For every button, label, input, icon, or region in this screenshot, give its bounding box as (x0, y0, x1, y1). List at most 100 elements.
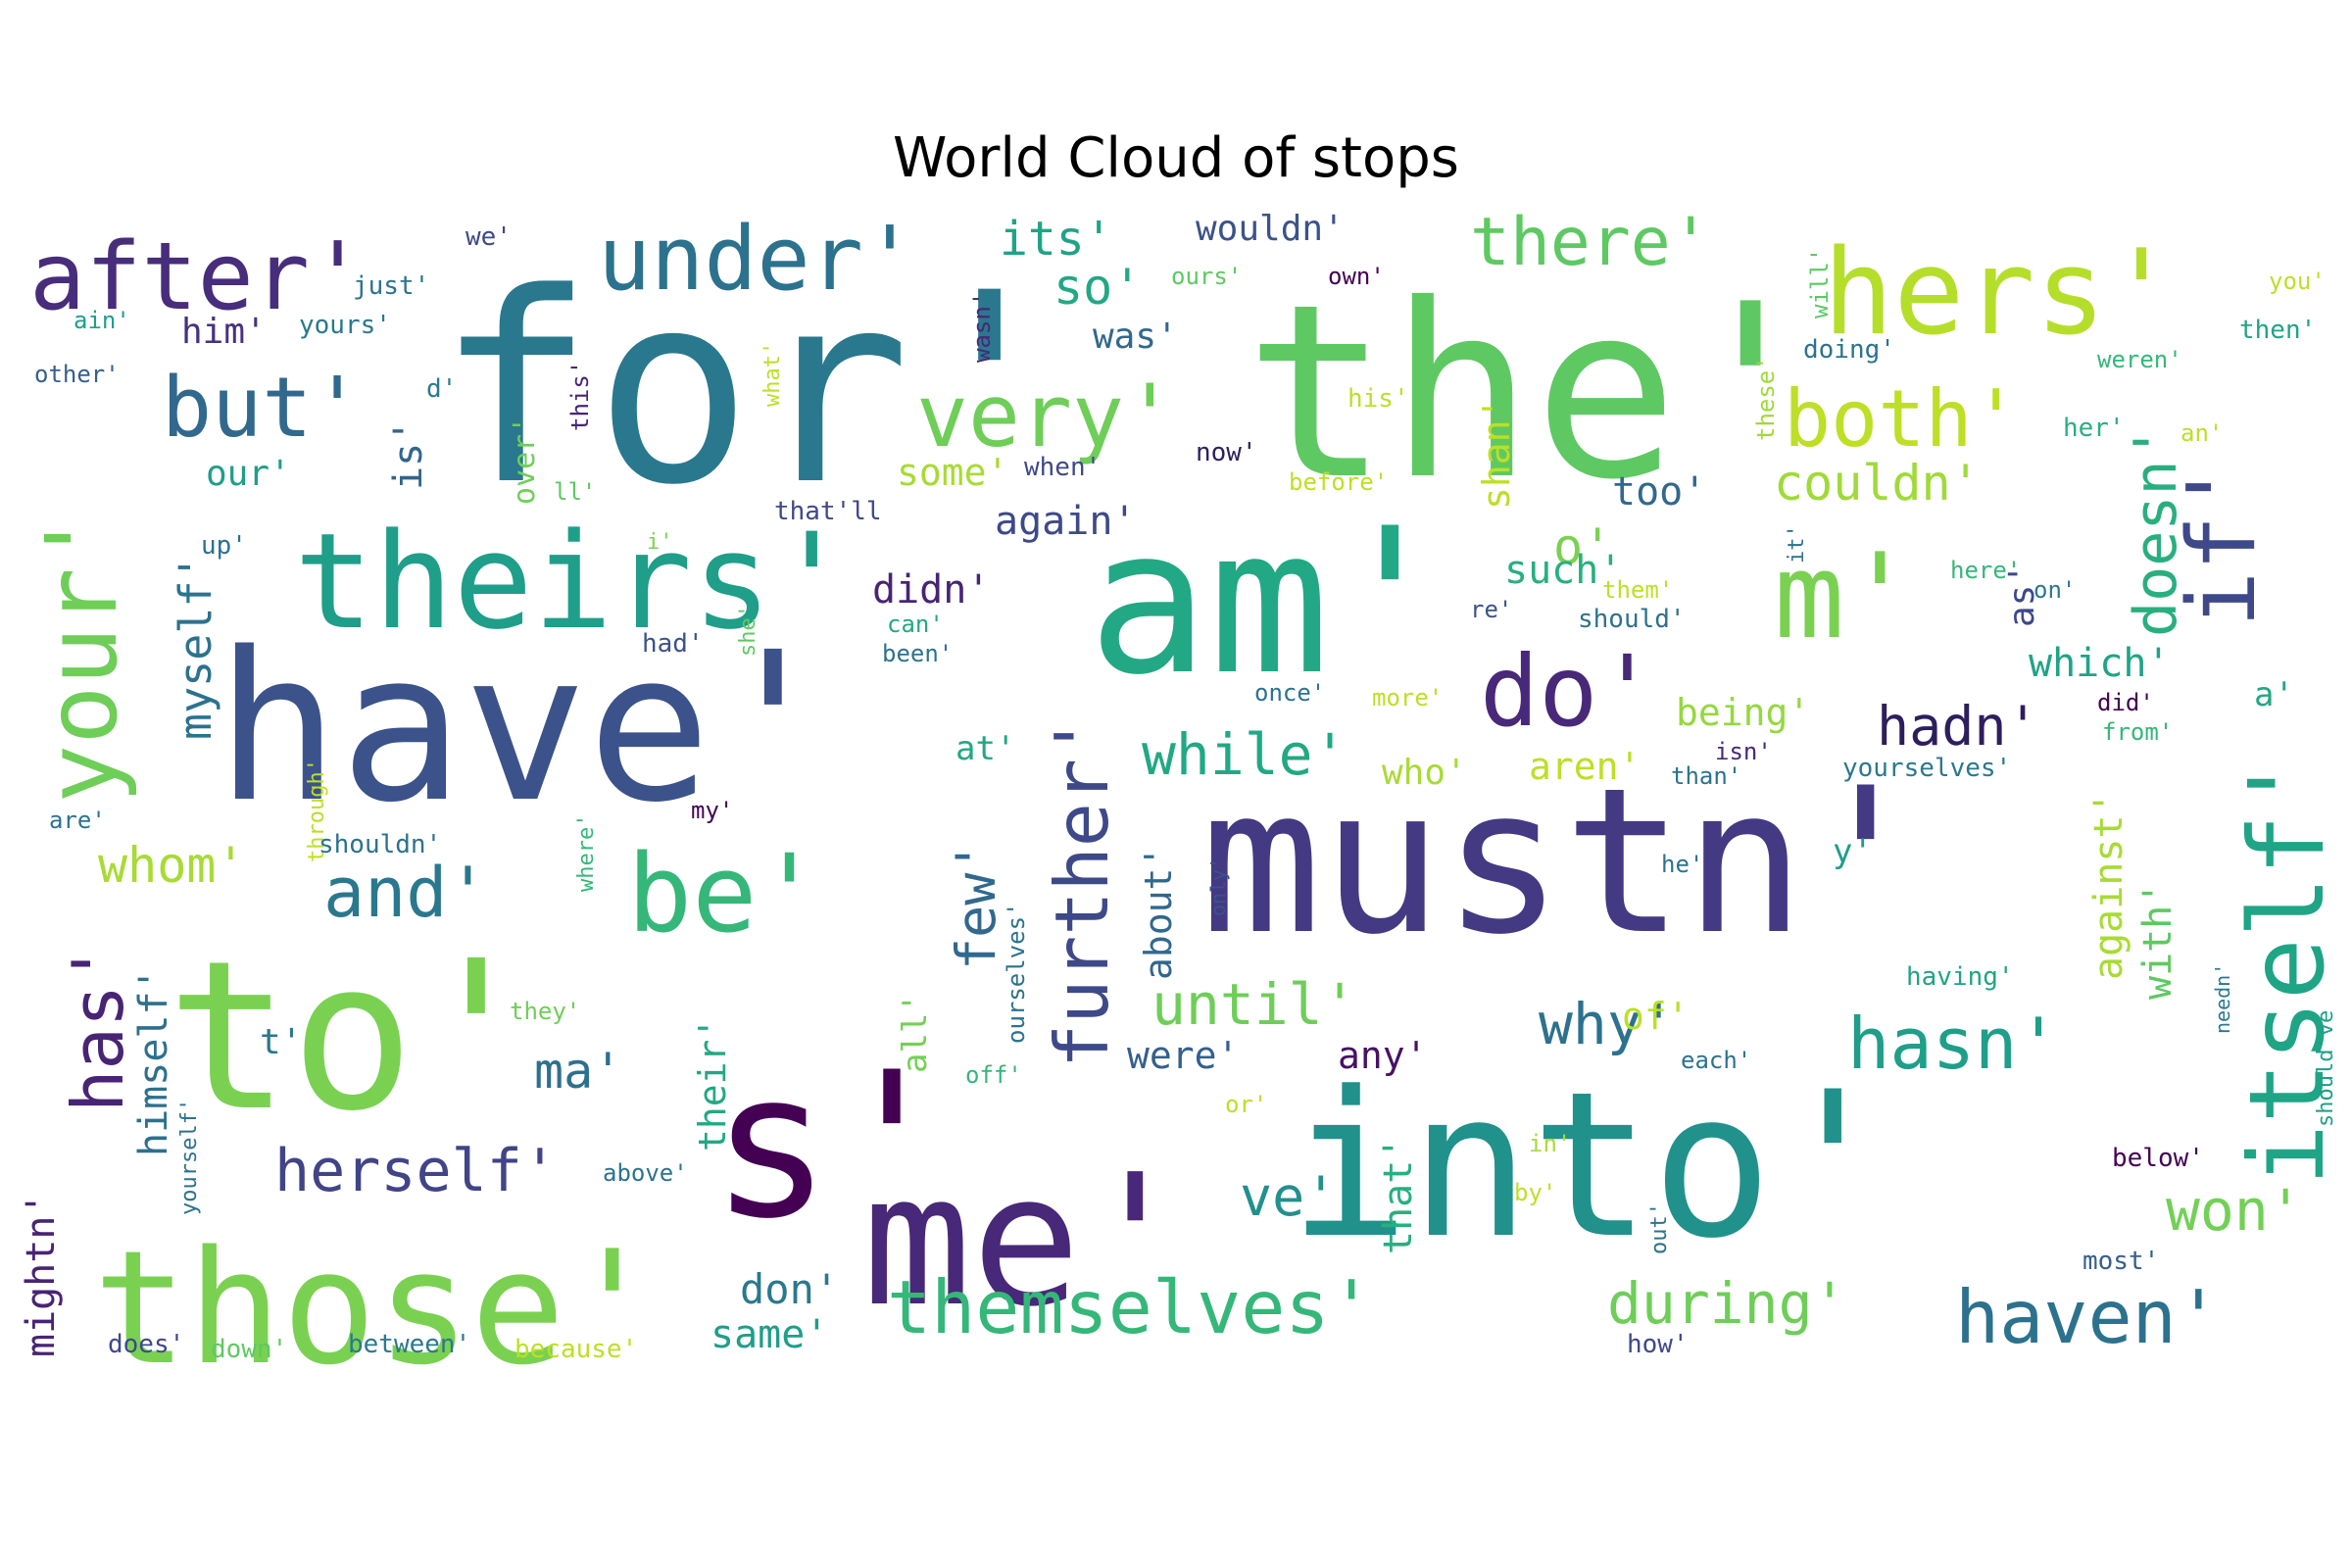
cloud-word: if' (2169, 459, 2277, 627)
cloud-word: what' (760, 342, 785, 407)
cloud-word: having' (1906, 962, 2014, 992)
cloud-word: as' (2002, 564, 2042, 627)
cloud-word: its' (1000, 212, 1113, 267)
cloud-word: some' (897, 451, 1008, 494)
cloud-word: any' (1338, 1034, 1428, 1077)
cloud-word: aren' (1529, 745, 1641, 788)
cloud-word: when' (1024, 453, 1101, 482)
cloud-word: our' (206, 454, 291, 494)
cloud-word: because' (514, 1335, 637, 1364)
cloud-word: or' (1225, 1091, 1267, 1118)
cloud-word: such' (1504, 548, 1622, 593)
cloud-word: the' (1245, 253, 1823, 532)
cloud-word: over' (508, 416, 542, 505)
cloud-word: they' (510, 998, 580, 1025)
cloud-word: itself' (2228, 752, 2347, 1186)
cloud-word: ve' (1240, 1165, 1337, 1228)
cloud-word: isn' (1715, 738, 1772, 765)
cloud-word: can' (887, 611, 944, 638)
cloud-word: between' (348, 1330, 470, 1359)
cloud-word: most' (2082, 1247, 2159, 1276)
cloud-word: below' (2112, 1144, 2204, 1173)
cloud-word: up' (201, 531, 247, 561)
cloud-word: hadn' (1877, 695, 2039, 758)
cloud-word: now' (1196, 438, 1257, 467)
cloud-word: how' (1627, 1330, 1689, 1359)
cloud-word: other' (34, 361, 120, 388)
cloud-word: shouldn' (318, 830, 441, 859)
cloud-word: has' (57, 943, 139, 1112)
cloud-word: who' (1382, 753, 1467, 793)
cloud-word: while' (1142, 721, 1348, 788)
cloud-word: whom' (98, 837, 246, 894)
cloud-word: too' (1612, 469, 1706, 514)
cloud-word: ll' (554, 478, 596, 506)
cloud-word: being' (1676, 691, 1810, 734)
cloud-word: these' (1752, 356, 1780, 441)
cloud-word: hers' (1823, 225, 2177, 362)
cloud-word: ourselves' (1003, 903, 1030, 1045)
cloud-word: at' (956, 729, 1015, 768)
cloud-word: him' (181, 312, 267, 352)
cloud-word: doing' (1803, 335, 1895, 365)
cloud-word: myself' (170, 554, 221, 740)
cloud-word: it' (1785, 524, 1809, 564)
cloud-word: ma' (534, 1043, 622, 1100)
cloud-word: her' (2063, 414, 2125, 443)
chart-title: World Cloud of stops (893, 126, 1459, 190)
cloud-word: there' (1470, 204, 1711, 281)
cloud-word: i' (647, 530, 673, 555)
cloud-word: ours' (1171, 263, 1242, 290)
cloud-word: me' (862, 1135, 1190, 1347)
cloud-word: so' (1054, 259, 1142, 316)
cloud-word: himself' (131, 967, 176, 1156)
cloud-word: out' (1647, 1202, 1672, 1254)
cloud-word: than' (1671, 762, 1741, 790)
cloud-word: that'll (774, 497, 882, 526)
cloud-word: to' (167, 916, 538, 1156)
cloud-word: wasn' (968, 292, 996, 363)
cloud-word: by' (1514, 1179, 1556, 1206)
cloud-word: against' (2086, 791, 2132, 980)
cloud-word: themselves' (887, 1264, 1374, 1350)
cloud-word: for' (436, 237, 1068, 543)
cloud-word: be' (627, 831, 822, 956)
cloud-word: won' (2166, 1177, 2303, 1244)
cloud-word: more' (1372, 684, 1443, 711)
cloud-word: through' (305, 759, 329, 862)
cloud-word: do' (1480, 634, 1657, 749)
cloud-word: yours' (299, 311, 391, 340)
cloud-word: re' (1470, 596, 1512, 623)
cloud-word: which' (2029, 641, 2171, 686)
cloud-word: are' (49, 807, 106, 834)
cloud-word: once' (1254, 679, 1325, 707)
cloud-word: of' (1622, 995, 1690, 1038)
cloud-word: each' (1681, 1047, 1751, 1074)
cloud-word: herself' (274, 1137, 558, 1205)
cloud-word: did' (2097, 689, 2154, 716)
cloud-word: very' (916, 366, 1176, 466)
cloud-word: should've (2314, 1010, 2338, 1127)
cloud-word: same' (710, 1312, 828, 1357)
cloud-word: we' (466, 222, 512, 252)
cloud-word: just' (353, 271, 429, 301)
cloud-word: their' (691, 1017, 734, 1152)
cloud-word: o' (1553, 518, 1612, 575)
cloud-word: you' (2269, 268, 2326, 295)
cloud-word: from' (2102, 718, 2173, 746)
cloud-word: yourself' (177, 1099, 202, 1215)
cloud-word: only' (1206, 858, 1230, 916)
cloud-word: in' (1529, 1130, 1571, 1157)
cloud-word: about' (1137, 846, 1180, 980)
cloud-word: those' (93, 1216, 660, 1399)
cloud-word: on' (2034, 576, 2076, 604)
cloud-word: further' (1039, 714, 1125, 1068)
cloud-word: don' (740, 1265, 839, 1313)
cloud-word: then' (2239, 316, 2316, 345)
cloud-word: own' (1328, 263, 1385, 290)
cloud-word: during' (1607, 1270, 1846, 1337)
cloud-word: y' (1833, 832, 1873, 871)
cloud-word: ain' (74, 307, 130, 334)
cloud-word: all' (896, 993, 935, 1073)
cloud-word: both' (1784, 373, 2020, 465)
